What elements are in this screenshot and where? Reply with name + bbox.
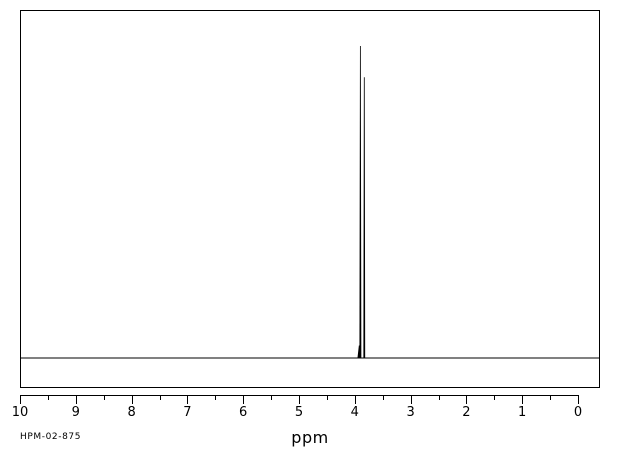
x-axis-title: ppm: [291, 428, 329, 447]
x-axis-major-tick: [299, 395, 300, 404]
x-axis-tick-label: 1: [518, 405, 527, 420]
x-axis-minor-tick: [103, 395, 105, 400]
sample-id-label: HPM-02-875: [20, 432, 82, 442]
x-axis-minor-tick: [382, 395, 384, 400]
spectrum-peak: [359, 45, 362, 359]
x-axis-tick-label: 4: [350, 405, 359, 420]
x-axis-major-tick: [466, 395, 468, 404]
x-axis-tick-label: 8: [127, 405, 136, 420]
x-axis-tick-label: 9: [71, 405, 80, 420]
x-axis-major-tick: [410, 395, 412, 404]
x-axis-minor-tick: [550, 395, 552, 400]
x-axis-minor-tick: [494, 395, 496, 400]
x-axis-minor-tick: [47, 395, 49, 400]
x-axis-major-tick: [243, 395, 245, 404]
x-axis-tick-label: 5: [294, 405, 304, 420]
x-axis-major-tick: [578, 395, 579, 404]
x-axis-minor-tick: [159, 395, 161, 400]
x-axis-major-tick: [131, 395, 133, 404]
spectrum-trace-canvas: [20, 45, 600, 359]
spectrum-peak: [357, 345, 362, 359]
x-axis-minor-tick: [215, 395, 217, 400]
spectrum-peak: [363, 77, 366, 359]
x-axis-major-tick: [75, 395, 77, 404]
x-axis-major-tick: [20, 395, 21, 404]
x-axis-tick-label: 7: [183, 405, 192, 420]
x-axis-major-tick: [522, 395, 524, 404]
x-axis-minor-tick: [326, 395, 328, 400]
plot-frame: [20, 10, 600, 388]
x-axis-major-tick: [187, 395, 189, 404]
x-axis-tick-label: 0: [573, 405, 583, 420]
x-axis-tick-label: 10: [11, 405, 29, 420]
x-axis-tick-label: 2: [462, 405, 471, 420]
x-axis-minor-tick: [271, 395, 273, 400]
x-axis-tick-label: 3: [406, 405, 415, 420]
x-axis-tick-label: 6: [239, 405, 248, 420]
x-axis-major-tick: [354, 395, 356, 404]
x-axis-minor-tick: [438, 395, 440, 400]
peak-group: [357, 45, 366, 359]
